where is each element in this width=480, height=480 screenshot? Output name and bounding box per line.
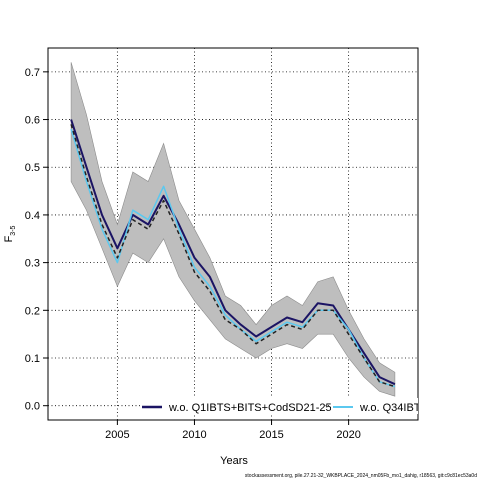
- x-tick-label: 2010: [182, 429, 206, 441]
- legend: w.o. Q1IBTS+BITS+CodSD21-25 w.o. Q34IBTS: [140, 398, 428, 414]
- y-axis-ticks: 0.0 0.1 0.2 0.3 0.4 0.5 0.6 0.7: [25, 67, 48, 413]
- legend-entries: w.o. Q1IBTS+BITS+CodSD21-25 w.o. Q34IBTS: [140, 398, 428, 414]
- legend-entry-bg: [140, 398, 325, 414]
- footer-credit: stockassessment.org, pile.27.21-32_WKBPL…: [245, 473, 477, 479]
- y-tick-label: 0.3: [25, 258, 40, 270]
- y-tick-label: 0.0: [25, 401, 40, 413]
- plot-frame: [47, 47, 419, 421]
- y-tick-label: 0.7: [25, 67, 40, 79]
- y-axis-title: F3-5: [3, 225, 17, 242]
- legend-label: w.o. Q1IBTS+BITS+CodSD21-25: [168, 402, 332, 414]
- confidence-band: [70, 62, 396, 397]
- x-axis-ticks: 2005 2010 2015 2020: [105, 420, 361, 441]
- confidence-band-area: [70, 62, 396, 397]
- y-tick-label: 0.2: [25, 305, 40, 317]
- series-lines: [70, 119, 396, 388]
- y-tick-label: 0.5: [25, 162, 40, 174]
- series-line-0: [70, 119, 396, 386]
- y-tick-label: 0.6: [25, 115, 40, 127]
- series-line-2: [70, 124, 396, 388]
- legend-label: w.o. Q34IBTS: [359, 402, 428, 414]
- y-axis-title-subscript: 3-5: [10, 225, 17, 235]
- x-tick-label: 2020: [336, 429, 360, 441]
- x-tick-label: 2015: [259, 429, 283, 441]
- y-axis-title-main: F: [3, 235, 15, 242]
- x-tick-label: 2005: [105, 429, 129, 441]
- legend-entry-bg: [331, 398, 418, 414]
- x-axis-title: Years: [220, 455, 248, 467]
- y-tick-label: 0.1: [25, 353, 40, 365]
- series-line-1: [70, 128, 396, 388]
- y-tick-label: 0.4: [25, 210, 40, 222]
